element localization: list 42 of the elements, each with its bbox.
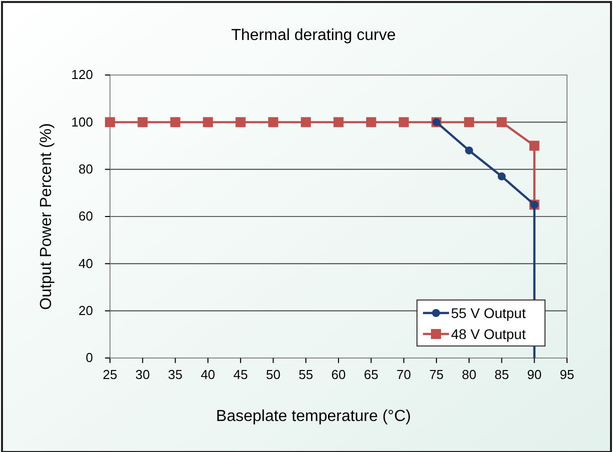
y-tick-label: 0	[86, 350, 93, 366]
point	[138, 117, 148, 128]
point	[464, 117, 474, 128]
x-tick-label: 25	[102, 367, 118, 382]
y-axis-title: Output Power Percent (%)	[38, 123, 55, 310]
y-tick-label: 120	[71, 67, 93, 82]
x-tick-label: 95	[560, 367, 574, 382]
point	[496, 117, 507, 128]
x-tick-label: 45	[233, 367, 248, 382]
x-tick-label: 30	[135, 367, 150, 382]
point	[236, 117, 246, 128]
point	[268, 117, 278, 128]
y-tick-label: 40	[78, 256, 93, 271]
point	[202, 117, 213, 128]
x-tick-label: 65	[364, 367, 378, 382]
point	[498, 172, 506, 180]
x-tick-label: 85	[494, 367, 509, 382]
x-tick-label: 70	[396, 367, 412, 382]
x-tick-label: 55	[298, 367, 314, 382]
x-tick-label: 80	[462, 367, 476, 382]
point	[465, 146, 474, 154]
point	[300, 117, 311, 128]
y-tick-label: 60	[78, 208, 93, 224]
point	[105, 117, 115, 128]
y-tick-label: 80	[78, 161, 93, 176]
y-tick-label: 20	[78, 302, 93, 318]
x-tick-label: 50	[266, 367, 280, 382]
legend-label: 48 V Output	[451, 326, 526, 342]
x-axis-title: Baseplate temperature (°C)	[216, 408, 411, 425]
chart-title: Thermal derating curve	[231, 27, 396, 44]
legend-label: 55 V Output	[451, 305, 526, 321]
x-tick-label: 60	[331, 367, 346, 382]
point	[529, 140, 540, 151]
point	[398, 117, 409, 128]
point	[334, 117, 344, 128]
x-tick-label: 75	[429, 367, 444, 382]
x-tick-label: 90	[527, 367, 542, 382]
x-tick-label: 40	[200, 367, 216, 382]
x-tick-label: 35	[168, 367, 183, 382]
y-tick-label: 100	[71, 114, 93, 130]
point	[170, 117, 180, 128]
point	[366, 117, 376, 128]
